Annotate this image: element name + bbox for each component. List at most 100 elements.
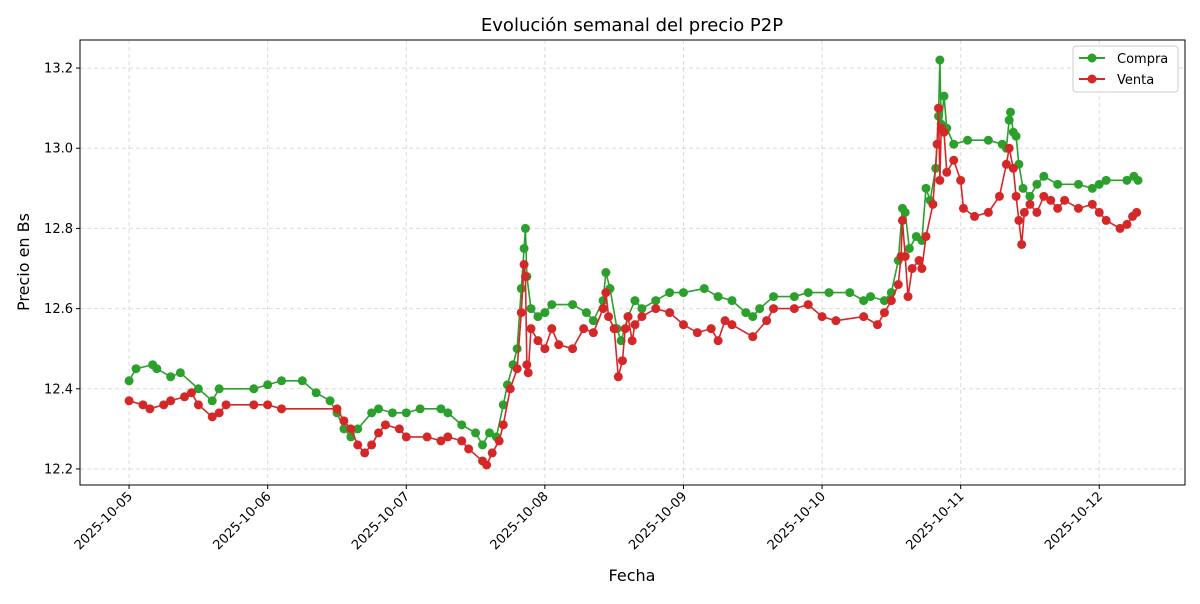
data-point-venta [692, 328, 702, 338]
data-point-compra [193, 384, 203, 394]
data-point-venta [934, 103, 944, 113]
data-point-venta [613, 372, 623, 382]
data-point-compra [131, 364, 141, 374]
data-point-venta [526, 324, 536, 334]
data-point-venta [494, 436, 504, 446]
data-point-compra [904, 243, 914, 253]
data-point-venta [748, 332, 758, 342]
data-point-venta [678, 320, 688, 330]
data-point-compra [803, 288, 813, 298]
data-point-venta [166, 396, 176, 406]
x-axis-label: Fecha [609, 566, 656, 585]
y-tick-label: 13.2 [44, 62, 73, 77]
data-point-venta [914, 255, 924, 265]
data-point-venta [1039, 191, 1049, 201]
data-point-compra [1094, 179, 1104, 189]
data-point-venta [249, 400, 259, 410]
data-point-venta [762, 316, 772, 326]
data-point-venta [1122, 219, 1132, 229]
data-point-venta [339, 416, 349, 426]
data-point-compra [678, 288, 688, 298]
data-point-venta [789, 304, 799, 314]
y-tick-label: 13.0 [44, 142, 73, 157]
data-point-venta [159, 400, 169, 410]
data-point-compra [325, 396, 335, 406]
data-point-venta [145, 404, 155, 414]
data-point-venta [879, 308, 889, 318]
data-point-venta [1014, 215, 1024, 225]
data-point-compra [1006, 107, 1016, 117]
data-point-venta [620, 324, 630, 334]
data-point-venta [1046, 195, 1056, 205]
data-point-compra [484, 428, 494, 438]
legend: Compra Venta [1072, 45, 1179, 93]
data-point-venta [1073, 203, 1083, 213]
data-point-compra [637, 304, 647, 314]
data-point-venta [609, 324, 619, 334]
data-point-venta [817, 312, 827, 322]
data-point-venta [540, 344, 550, 354]
data-point-compra [478, 440, 488, 450]
data-point-compra [1073, 179, 1083, 189]
data-point-compra [1011, 131, 1021, 141]
data-point-compra [879, 296, 889, 306]
data-point-venta [1115, 223, 1125, 233]
data-point-venta [346, 424, 356, 434]
data-point-compra [540, 308, 550, 318]
data-point-venta [1019, 207, 1029, 217]
data-point-venta [1094, 207, 1104, 217]
data-point-compra [845, 288, 855, 298]
data-point-venta [601, 288, 611, 298]
data-point-compra [339, 424, 349, 434]
data-point-venta [598, 304, 608, 314]
data-point-compra [949, 139, 959, 149]
y-tick-label: 12.6 [44, 302, 73, 317]
y-tick-label: 12.2 [44, 462, 73, 477]
data-point-venta [803, 300, 813, 310]
data-point-compra [124, 376, 134, 386]
data-point-compra [1087, 183, 1097, 193]
data-point-venta [956, 175, 966, 185]
data-point-compra [207, 396, 217, 406]
data-point-venta [928, 199, 938, 209]
data-point-compra [443, 408, 453, 418]
data-point-compra [1032, 179, 1042, 189]
data-point-compra [547, 300, 557, 310]
data-point-venta [422, 432, 432, 442]
y-tick-label: 12.4 [44, 382, 73, 397]
data-point-venta [917, 264, 927, 274]
data-point-venta [482, 460, 492, 470]
data-point-compra [1053, 179, 1063, 189]
data-point-compra [401, 408, 411, 418]
data-point-compra [263, 380, 273, 390]
data-point-venta [436, 436, 446, 446]
data-point-compra [581, 308, 591, 318]
data-point-venta [720, 316, 730, 326]
data-point-venta [942, 167, 952, 177]
data-point-compra [665, 288, 675, 298]
data-point-venta [193, 400, 203, 410]
data-point-compra [983, 135, 993, 145]
data-point-compra [859, 296, 869, 306]
data-point-venta [487, 448, 497, 458]
data-point-venta [547, 324, 557, 334]
plot-frame [79, 39, 1186, 486]
data-point-compra [519, 243, 529, 253]
data-point-compra [588, 316, 598, 326]
data-point-compra [630, 296, 640, 306]
data-point-venta [533, 336, 543, 346]
data-point-venta [935, 175, 945, 185]
data-point-venta [523, 368, 533, 378]
data-point-venta [186, 388, 196, 398]
data-point-compra [755, 304, 765, 314]
data-point-compra [415, 404, 425, 414]
data-point-compra [471, 428, 481, 438]
data-point-venta [949, 155, 959, 165]
y-axis: 12.2 12.4 12.6 12.8 13.0 13.2 [44, 62, 80, 477]
data-point-venta [1025, 199, 1035, 209]
data-point-compra [900, 207, 910, 217]
data-point-compra [699, 284, 709, 294]
data-point-venta [970, 211, 980, 221]
data-point-compra [498, 400, 508, 410]
